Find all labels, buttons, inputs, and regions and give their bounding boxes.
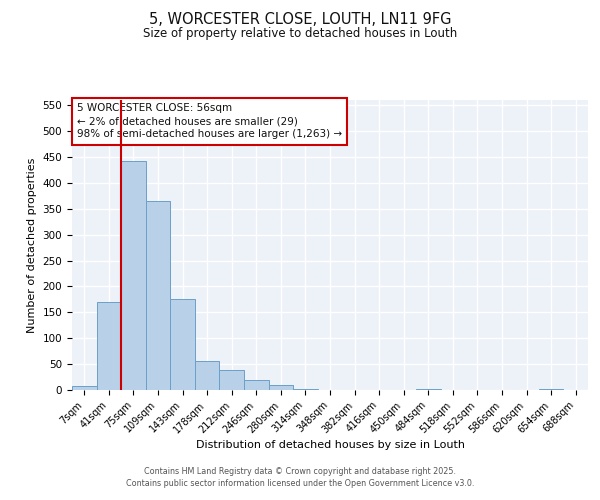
Bar bbox=[146, 201, 170, 390]
Bar bbox=[220, 370, 244, 390]
Bar bbox=[269, 385, 293, 390]
Bar bbox=[244, 380, 269, 390]
Bar bbox=[72, 386, 97, 390]
X-axis label: Distribution of detached houses by size in Louth: Distribution of detached houses by size … bbox=[196, 440, 464, 450]
Bar bbox=[416, 389, 440, 390]
Bar bbox=[121, 160, 146, 390]
Text: Size of property relative to detached houses in Louth: Size of property relative to detached ho… bbox=[143, 28, 457, 40]
Text: 5, WORCESTER CLOSE, LOUTH, LN11 9FG: 5, WORCESTER CLOSE, LOUTH, LN11 9FG bbox=[149, 12, 451, 28]
Text: Contains HM Land Registry data © Crown copyright and database right 2025.
Contai: Contains HM Land Registry data © Crown c… bbox=[126, 466, 474, 487]
Bar bbox=[170, 299, 195, 390]
Bar bbox=[539, 389, 563, 390]
Text: 5 WORCESTER CLOSE: 56sqm
← 2% of detached houses are smaller (29)
98% of semi-de: 5 WORCESTER CLOSE: 56sqm ← 2% of detache… bbox=[77, 103, 342, 140]
Bar bbox=[97, 302, 121, 390]
Bar bbox=[195, 361, 220, 390]
Y-axis label: Number of detached properties: Number of detached properties bbox=[27, 158, 37, 332]
